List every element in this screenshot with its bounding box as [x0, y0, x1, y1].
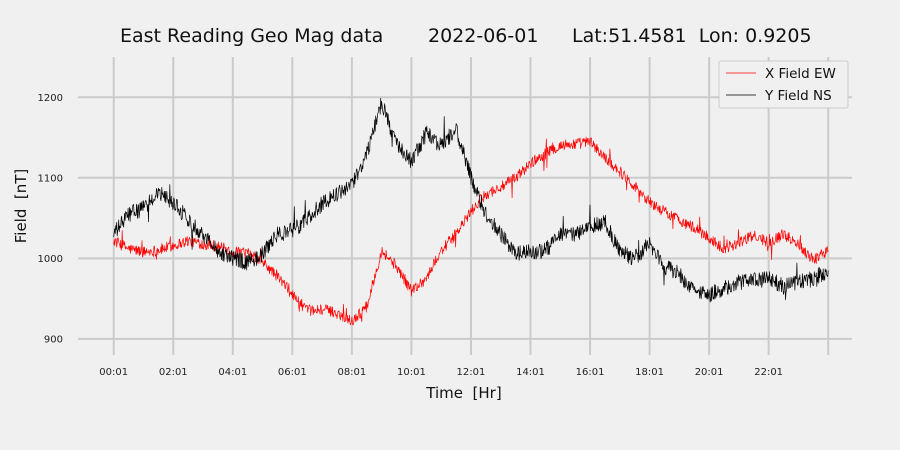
y-tick-label: 1000	[38, 254, 63, 265]
y-tick-labels: 900 1000 1100 1200	[38, 93, 63, 346]
x-tick-label: 10:01	[397, 367, 426, 378]
legend-label-y-field: Y Field NS	[764, 88, 832, 104]
legend-label-x-field: X Field EW	[765, 66, 836, 82]
x-tick-label: 08:01	[337, 367, 366, 378]
x-tick-label: 18:01	[635, 367, 664, 378]
chart-title-date: 2022-06-01	[428, 25, 538, 47]
x-tick-label: 02:01	[159, 367, 188, 378]
x-tick-label: 12:01	[457, 367, 486, 378]
y-tick-label: 1200	[38, 93, 63, 104]
y-axis-label: Field [nT]	[12, 169, 30, 244]
x-axis-label: Time [Hr]	[425, 384, 501, 402]
x-tick-labels: 00:01 02:01 04:01 06:01 08:01 10:01 12:01 14:01…	[99, 367, 783, 378]
y-tick-label: 1100	[38, 173, 63, 184]
series-lines	[113, 97, 829, 326]
x-tick-label: 16:01	[576, 367, 605, 378]
y-tick-label: 900	[44, 334, 63, 345]
series-line-x-field	[113, 136, 829, 326]
x-tick-label: 20:01	[695, 367, 724, 378]
chart-title: East Reading Geo Mag data 2022-06-01 Lat…	[120, 25, 812, 47]
x-tick-label: 22:01	[754, 367, 783, 378]
x-tick-label: 06:01	[278, 367, 307, 378]
legend: X Field EW Y Field NS	[718, 60, 849, 109]
chart-title-site: East Reading Geo Mag data	[120, 25, 383, 47]
x-tick-label: 14:01	[516, 367, 545, 378]
x-tick-label: 00:01	[99, 367, 128, 378]
x-tick-label: 04:01	[218, 367, 247, 378]
series-line-y-field	[113, 97, 829, 303]
chart-title-location: Lat:51.4581 Lon: 0.9205	[572, 25, 812, 47]
